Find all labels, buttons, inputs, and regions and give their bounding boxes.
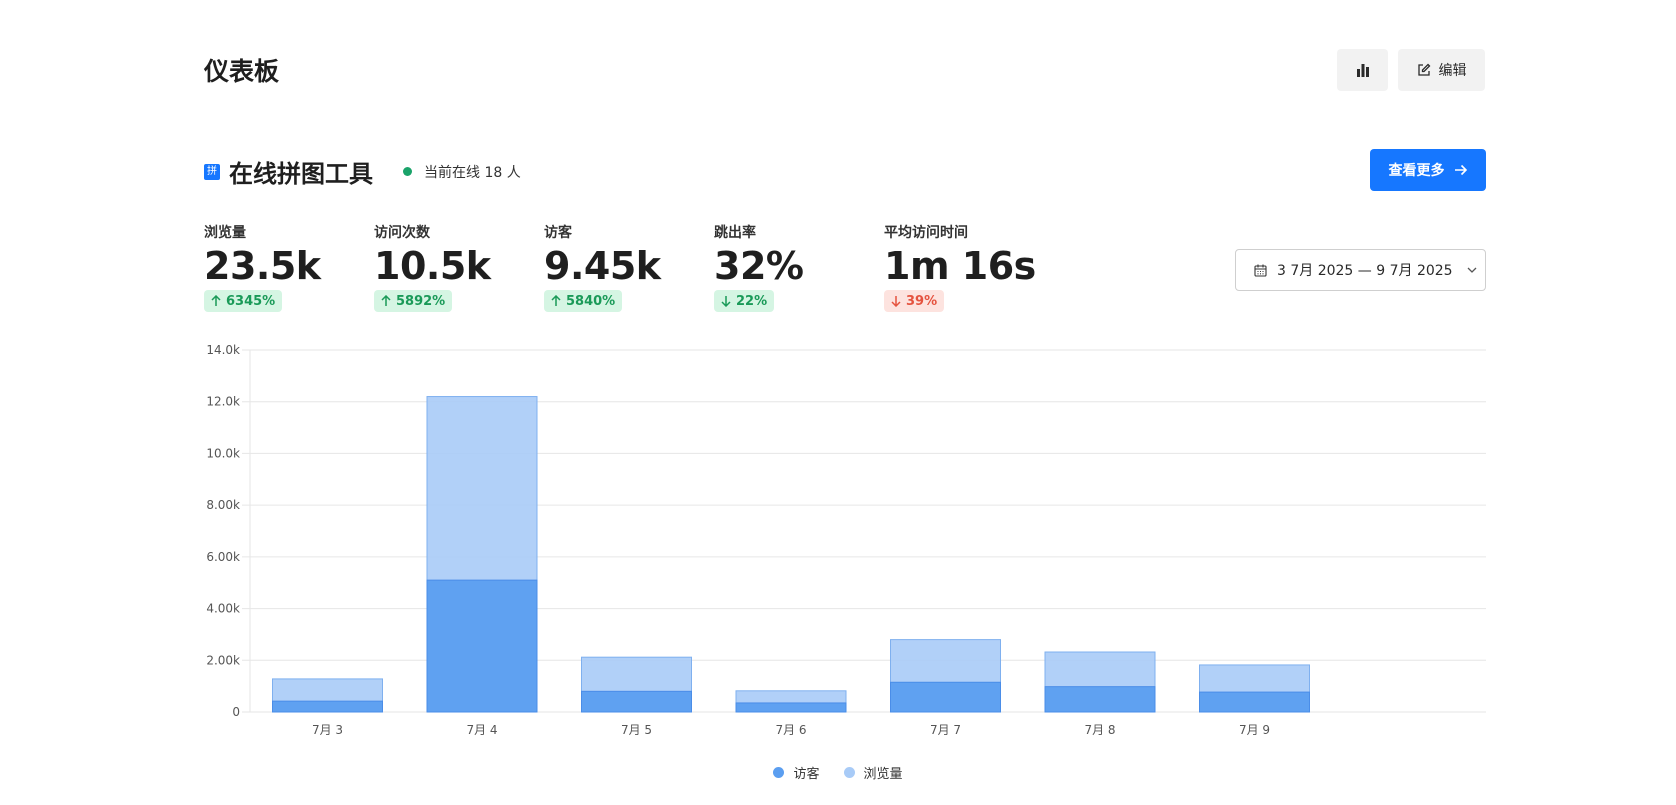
legend-label: 访客 [793, 767, 820, 782]
bar-visitors[interactable] [890, 681, 1001, 713]
bar-visitors[interactable] [581, 690, 692, 713]
metric-pageviews: 浏览量 23.5k 6345% [204, 222, 321, 312]
legend-swatch [773, 767, 785, 778]
x-tick-label: 7月 7 [930, 723, 961, 737]
page-title: 仪表板 [204, 57, 280, 86]
legend-swatch [843, 767, 855, 778]
bar-visitors[interactable] [1199, 691, 1310, 713]
y-tick-label: 12.0k [206, 395, 240, 409]
metric-avg-visit-time: 平均访问时间 1m 16s 39% [884, 222, 1036, 312]
x-tick-label: 7月 5 [621, 723, 652, 737]
bar-chart-icon [1356, 64, 1369, 77]
bar-visitors[interactable] [1044, 686, 1156, 713]
metric-value: 9.45k [544, 244, 661, 288]
metric-visitors: 访客 9.45k 5840% [544, 222, 661, 312]
metric-change: 39% [884, 290, 945, 312]
x-tick-label: 7月 6 [775, 723, 806, 737]
y-tick-label: 2.00k [206, 653, 240, 667]
edit-button[interactable]: 编辑 [1398, 49, 1485, 91]
legend-label: 浏览量 [863, 767, 903, 782]
online-count: 当前在线 18 人 [424, 164, 521, 181]
metric-label: 跳出率 [714, 225, 756, 241]
x-tick-label: 7月 9 [1239, 723, 1270, 737]
metric-change-value: 39% [906, 293, 938, 309]
metric-label: 访问次数 [374, 225, 430, 241]
date-range-text: 3 7月 2025 — 9 7月 2025 [1277, 263, 1453, 279]
calendar-icon [1254, 264, 1267, 277]
metric-change-value: 5840% [566, 293, 616, 309]
online-status-dot [403, 167, 412, 176]
arrow-down-icon [721, 296, 731, 307]
edit-button-label: 编辑 [1438, 63, 1467, 79]
y-tick-label: 10.0k [206, 446, 240, 460]
arrow-up-icon [211, 295, 221, 306]
metric-value: 23.5k [204, 244, 321, 288]
chart-legend: 访客 浏览量 [0, 763, 1676, 782]
metric-change: 6345% [204, 290, 283, 312]
site-header: 拼 在线拼图工具 当前在线 18 人 [204, 154, 521, 189]
arrow-up-icon [381, 295, 391, 306]
x-tick-label: 7月 3 [312, 723, 343, 737]
edit-icon [1417, 63, 1430, 76]
metric-label: 浏览量 [204, 225, 246, 241]
bar-visitors[interactable] [426, 579, 538, 713]
metric-visits: 访问次数 10.5k 5892% [374, 222, 491, 312]
y-tick-label: 4.00k [206, 602, 240, 616]
site-favicon: 拼 [204, 163, 220, 180]
y-tick-label: 8.00k [206, 498, 240, 512]
metric-label: 访客 [544, 225, 572, 241]
bar-visitors[interactable] [272, 700, 383, 713]
view-more-label: 查看更多 [1388, 163, 1445, 179]
metric-value: 32% [714, 244, 804, 288]
arrow-right-icon [1454, 164, 1467, 176]
y-tick-label: 6.00k [206, 550, 240, 564]
metric-value: 10.5k [374, 244, 491, 288]
chart-view-button[interactable] [1337, 49, 1388, 91]
site-name: 在线拼图工具 [229, 160, 373, 188]
metric-change: 22% [714, 290, 775, 312]
x-tick-label: 7月 4 [466, 723, 497, 737]
metric-change: 5892% [374, 290, 453, 312]
metric-change-value: 5892% [396, 293, 446, 309]
metric-value: 1m 16s [884, 244, 1036, 288]
legend-item-pageviews[interactable]: 浏览量 [843, 763, 903, 782]
legend-item-visitors[interactable]: 访客 [773, 763, 820, 782]
y-tick-label: 0 [232, 705, 240, 719]
date-range-picker[interactable]: 3 7月 2025 — 9 7月 2025 [1235, 249, 1486, 291]
view-more-button[interactable]: 查看更多 [1370, 149, 1486, 191]
arrow-up-icon [551, 295, 561, 306]
metric-change-value: 6345% [226, 293, 276, 309]
metric-label: 平均访问时间 [884, 225, 968, 241]
metric-change-value: 22% [736, 293, 768, 309]
metric-change: 5840% [544, 290, 623, 312]
metric-bounce-rate: 跳出率 32% 22% [714, 222, 804, 312]
y-tick-label: 14.0k [206, 343, 240, 357]
arrow-down-icon [891, 296, 901, 307]
bar-visitors[interactable] [735, 702, 847, 713]
chevron-down-icon [1467, 267, 1477, 273]
x-tick-label: 7月 8 [1084, 723, 1115, 737]
